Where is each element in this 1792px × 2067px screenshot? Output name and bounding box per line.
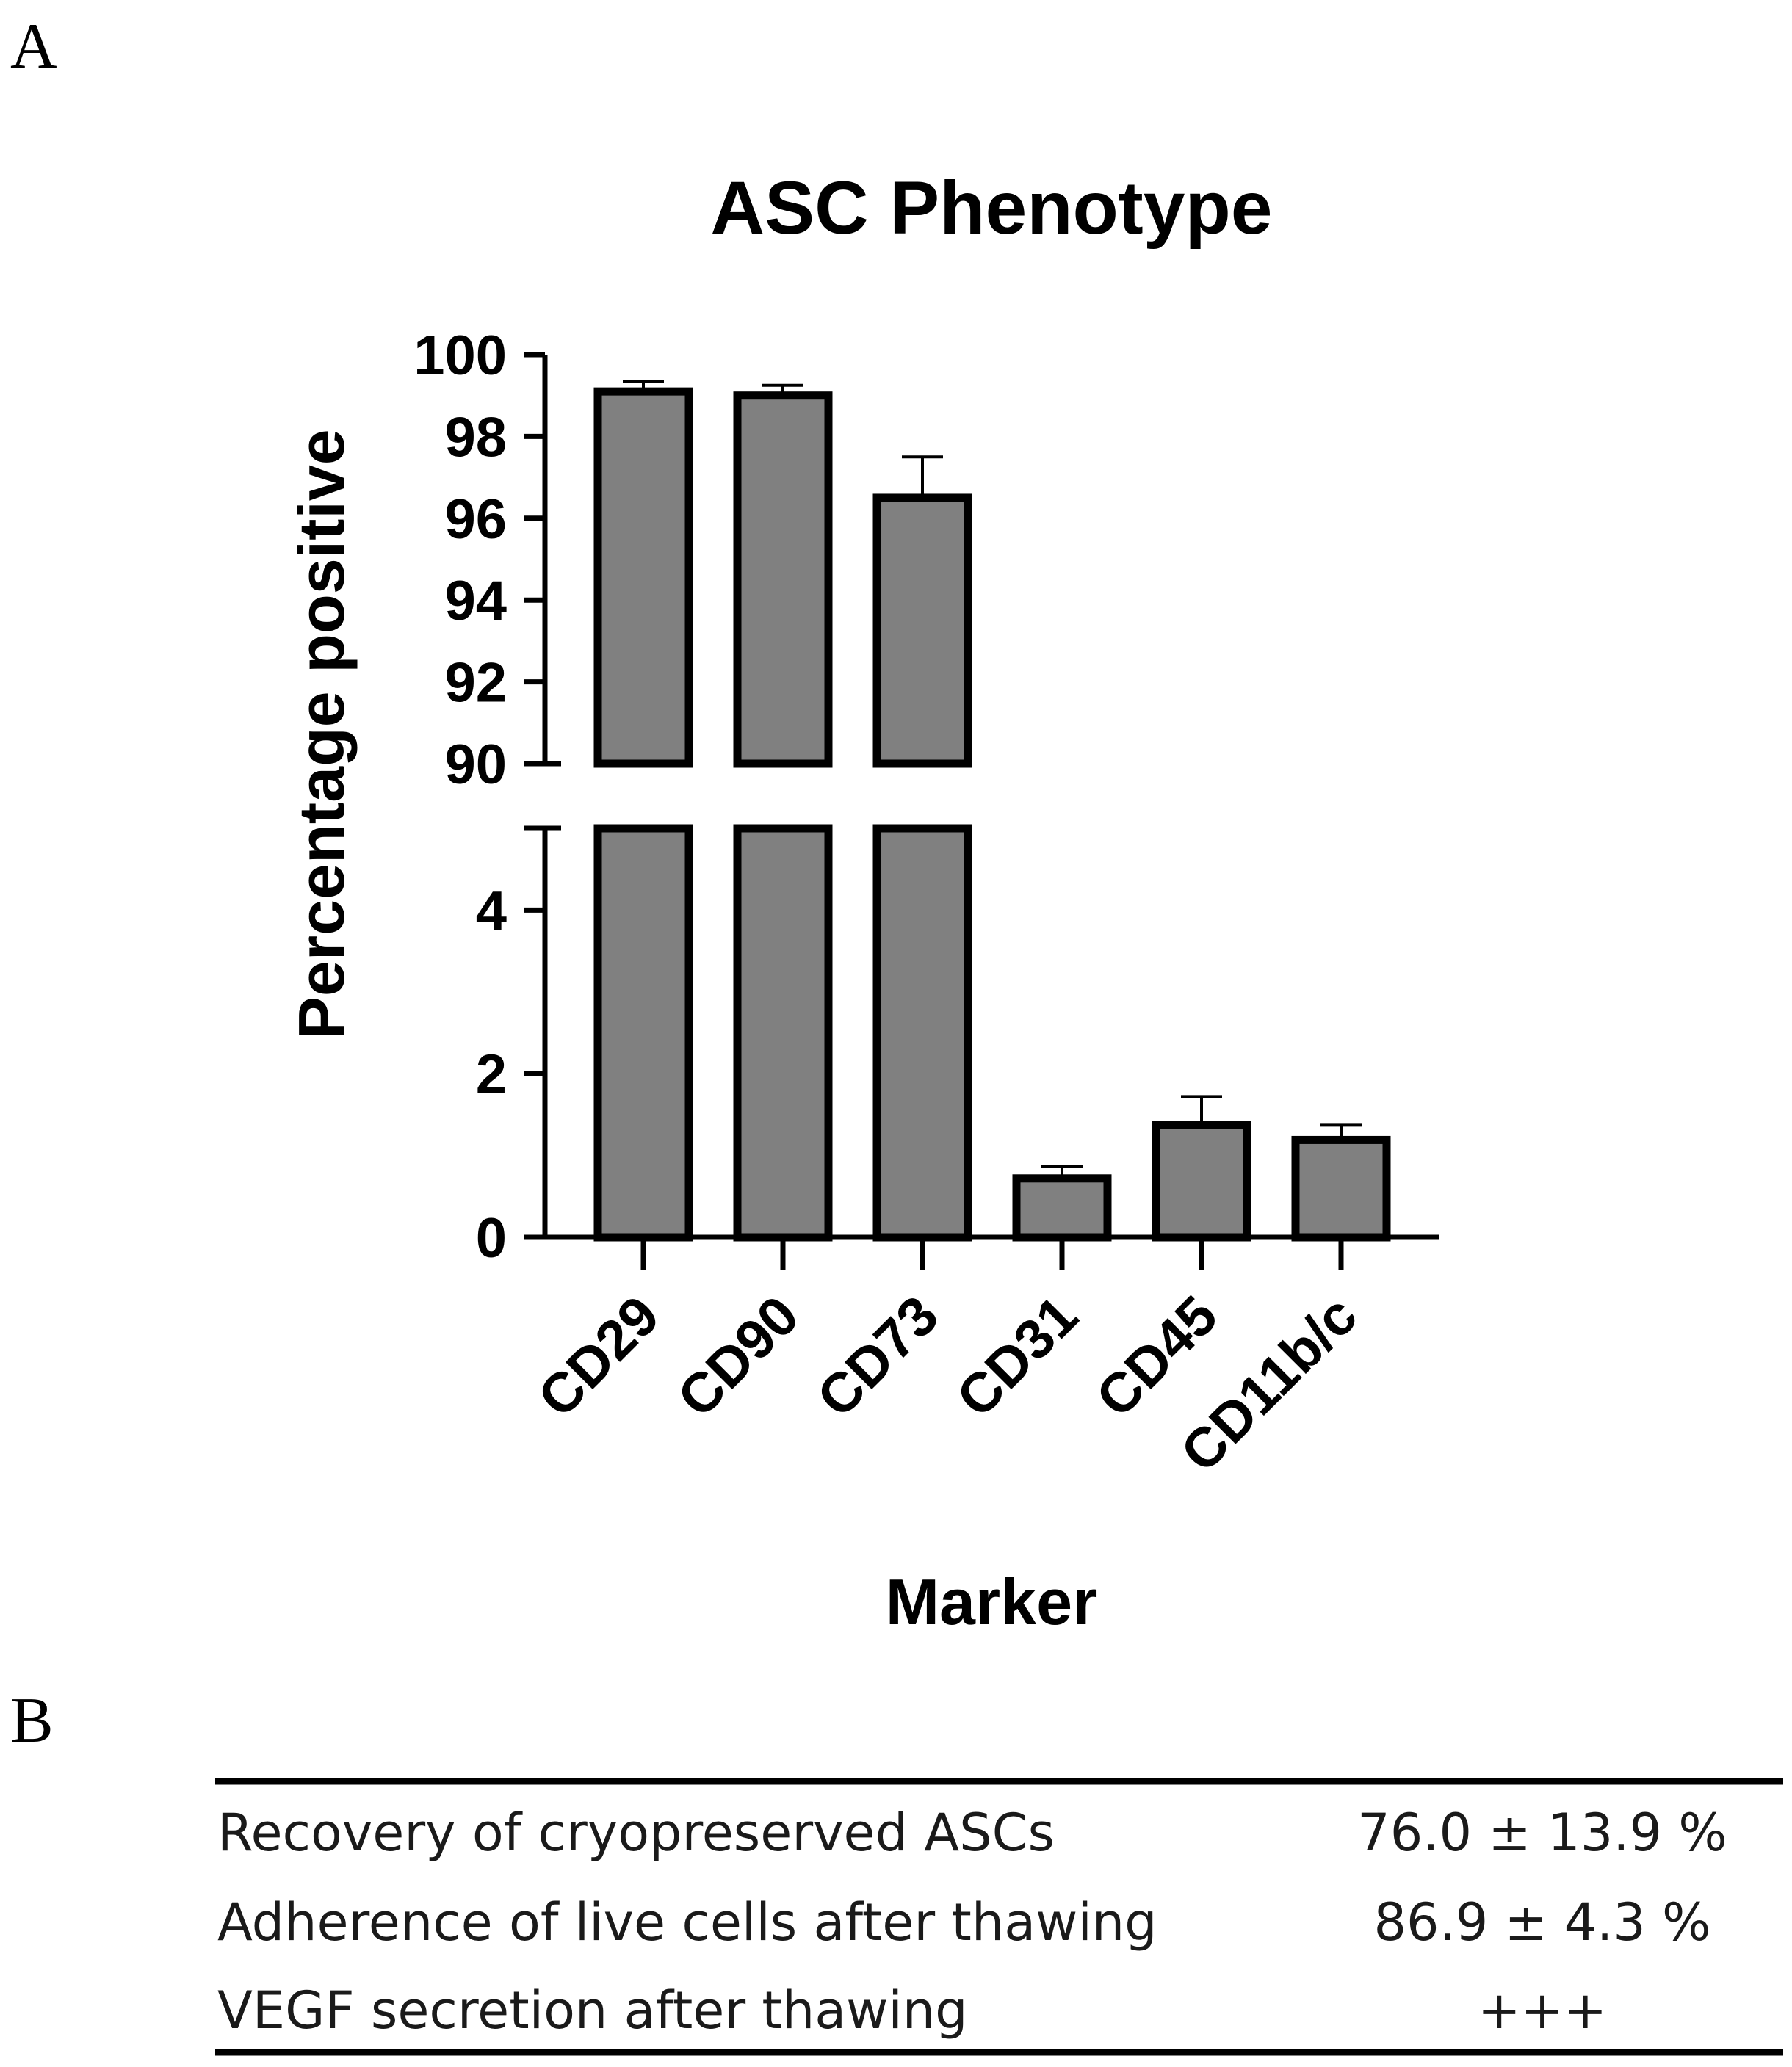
table-row-label: Recovery of cryopreserved ASCs	[217, 1803, 1055, 1863]
table-row-value: +++	[1478, 1980, 1607, 2041]
table-row-value: 76.0 ± 13.9 %	[1357, 1803, 1727, 1863]
y-tick-label: 4	[476, 880, 507, 942]
panel-label-b: B	[10, 1685, 54, 1756]
bar-upper-segment	[593, 387, 693, 768]
y-tick-label: 0	[476, 1207, 507, 1270]
bar-upper-segment	[872, 493, 972, 768]
bar	[1152, 1121, 1251, 1242]
bar	[1291, 1135, 1391, 1242]
panel-label-a: A	[10, 11, 57, 82]
table-row-label: VEGF secretion after thawing	[217, 1980, 968, 2041]
bar-upper-segment	[733, 391, 833, 768]
y-tick-label: 94	[444, 570, 507, 632]
table-row: VEGF secretion after thawing +++	[217, 1980, 1607, 2041]
bar-lower-segment	[733, 824, 833, 1242]
x-axis-label: Marker	[886, 1565, 1098, 1638]
bar-lower-segment	[872, 824, 972, 1242]
category-label: CD73	[806, 1284, 951, 1430]
axes-group	[524, 355, 1439, 1270]
y-tick-label: 92	[444, 652, 507, 714]
y-tick-label: 100	[413, 325, 507, 387]
table-row: Recovery of cryopreserved ASCs 76.0 ± 13…	[217, 1803, 1727, 1863]
chart-title: ASC Phenotype	[710, 166, 1272, 250]
category-label: CD29	[527, 1284, 672, 1430]
bars-group	[593, 380, 1391, 1242]
bar-lower-segment	[593, 824, 693, 1242]
y-axis-label: Percentage positive	[285, 429, 358, 1039]
table-row: Adherence of live cells after thawing 86…	[217, 1892, 1711, 1952]
y-tick-label: 90	[444, 734, 507, 796]
bar	[1012, 1174, 1112, 1242]
y-tick-label: 96	[444, 488, 507, 551]
category-label: CD90	[666, 1284, 812, 1430]
category-label: CD31	[945, 1284, 1091, 1430]
table-row-value: 86.9 ± 4.3 %	[1373, 1892, 1710, 1952]
ticks-group: 0 2 4 90 92 94 96 98 100	[413, 325, 545, 1270]
table-row-label: Adherence of live cells after thawing	[217, 1892, 1157, 1952]
y-tick-label: 2	[476, 1043, 507, 1106]
y-tick-label: 98	[444, 406, 507, 468]
